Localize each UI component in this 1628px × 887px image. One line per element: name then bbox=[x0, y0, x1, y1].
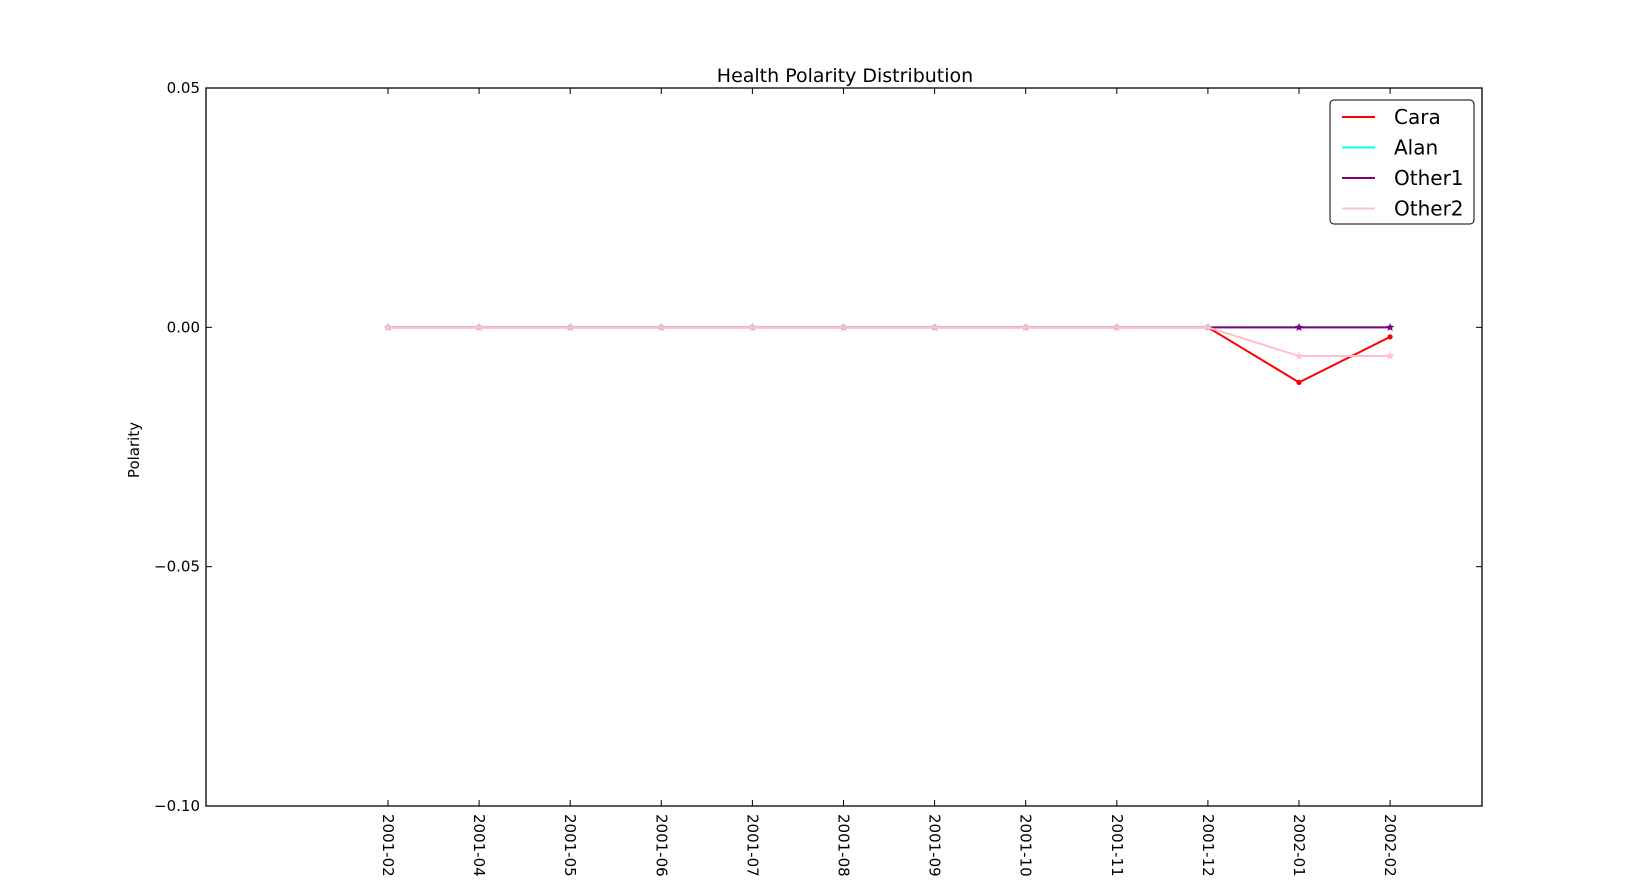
y-tick-label: −0.10 bbox=[154, 797, 200, 815]
x-tick-label: 2001-10 bbox=[1017, 814, 1035, 877]
data-point bbox=[474, 322, 484, 331]
data-point bbox=[1294, 351, 1304, 360]
x-tick-label: 2001-06 bbox=[652, 814, 670, 877]
y-tick-label: 0.05 bbox=[167, 79, 200, 97]
series-line bbox=[388, 326, 1391, 358]
x-tick-label: 2001-05 bbox=[561, 814, 579, 877]
data-point bbox=[657, 322, 666, 331]
data-point bbox=[1112, 322, 1122, 331]
x-tick-label: 2001-09 bbox=[926, 814, 944, 877]
y-tick-label: 0.00 bbox=[167, 318, 200, 336]
y-tick-label: −0.05 bbox=[154, 558, 200, 576]
x-tick-label: 2002-02 bbox=[1381, 814, 1399, 877]
plot-area bbox=[205, 87, 1483, 807]
y-axis: 0.05 0.00 −0.05 −0.10 bbox=[154, 79, 1482, 815]
y-axis-label: Polarity bbox=[125, 422, 143, 478]
legend-label: Alan bbox=[1394, 136, 1438, 160]
x-tick-label: 2001-12 bbox=[1199, 814, 1217, 877]
data-point bbox=[839, 322, 848, 331]
series-layer bbox=[383, 322, 1395, 385]
data-point bbox=[930, 322, 939, 331]
data-point bbox=[748, 322, 757, 331]
legend-label: Cara bbox=[1394, 105, 1441, 129]
data-point bbox=[1203, 322, 1213, 331]
x-tick-label: 2001-07 bbox=[743, 814, 761, 877]
x-tick-label: 2002-01 bbox=[1290, 814, 1308, 877]
x-tick-label: 2001-08 bbox=[835, 814, 853, 877]
legend-label: Other1 bbox=[1394, 166, 1464, 190]
legend-label: Other2 bbox=[1394, 197, 1464, 221]
legend: Cara Alan Other1 Other2 bbox=[1329, 99, 1475, 225]
chart-title: Health Polarity Distribution bbox=[717, 65, 973, 87]
series-other2 bbox=[383, 322, 1395, 360]
x-tick-label: 2001-02 bbox=[379, 814, 397, 877]
data-point bbox=[383, 322, 393, 331]
data-point bbox=[1021, 322, 1030, 331]
x-tick-label: 2001-04 bbox=[470, 814, 488, 877]
x-axis: 2001-02 2001-04 2001-05 2001-06 2001-07 2001-… bbox=[379, 88, 1399, 877]
data-point bbox=[1387, 334, 1393, 340]
data-point bbox=[565, 322, 575, 331]
data-point bbox=[1296, 379, 1302, 385]
x-tick-label: 2001-11 bbox=[1108, 814, 1126, 877]
legend-box bbox=[1329, 99, 1475, 225]
data-point bbox=[1294, 322, 1304, 331]
data-point bbox=[1385, 351, 1395, 360]
data-point bbox=[1385, 322, 1395, 331]
